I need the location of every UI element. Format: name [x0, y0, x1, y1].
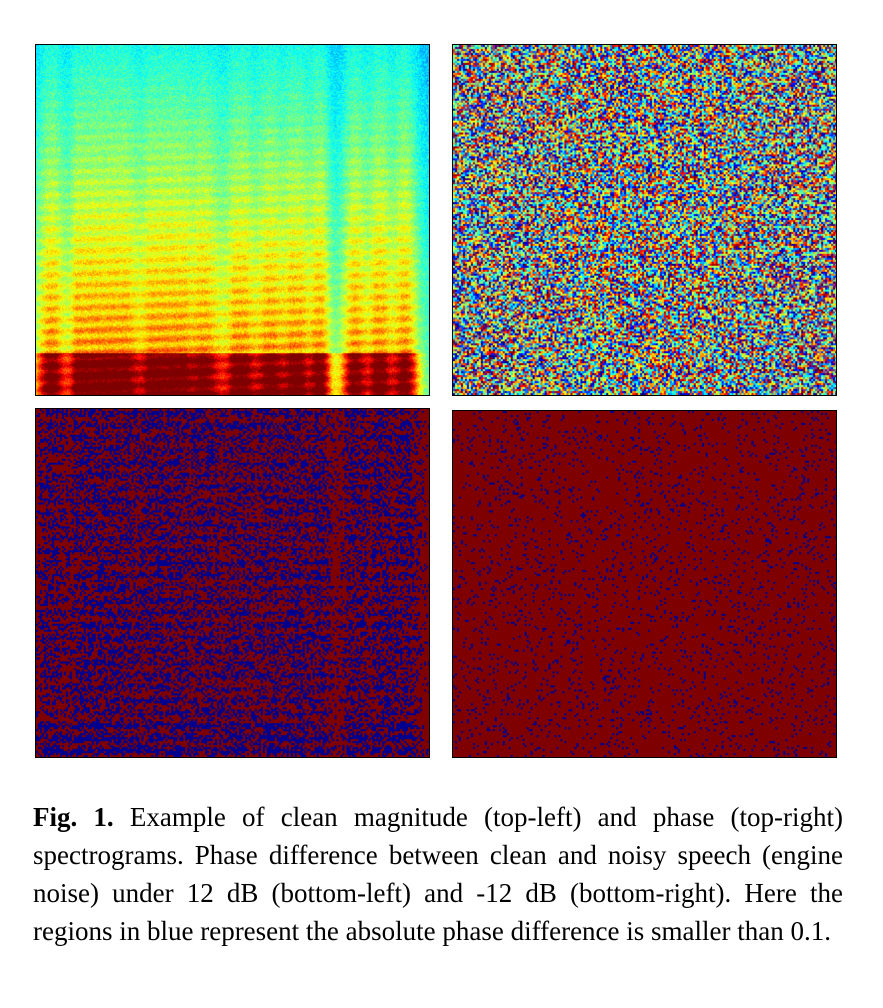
clean-magnitude-canvas: [36, 45, 429, 395]
caption-text: Example of clean magnitude (top-left) an…: [33, 802, 844, 946]
phase-diff-12db-canvas: [36, 409, 429, 757]
figure-caption: Fig. 1. Example of clean magnitude (top-…: [33, 798, 843, 950]
phase-difference-minus12db: [452, 410, 837, 758]
phase-spectrogram: [452, 44, 837, 396]
clean-magnitude-spectrogram: [35, 44, 430, 396]
caption-label: Fig. 1.: [33, 802, 114, 832]
phase-diff-minus12db-canvas: [453, 411, 836, 757]
phase-canvas: [453, 45, 836, 395]
phase-difference-12db: [35, 408, 430, 758]
